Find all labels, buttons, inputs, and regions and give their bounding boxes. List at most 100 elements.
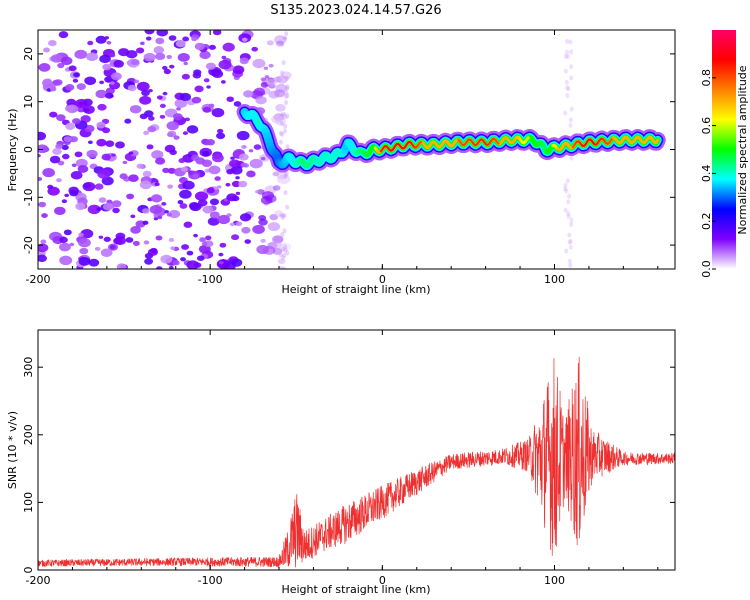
spectrogram-noise-blob [266, 78, 277, 87]
spectrogram-y-ticks: -20 -10 0 10 20 [22, 47, 675, 254]
spectrogram-noise-blob [282, 228, 287, 234]
spectrogram-noise-blob [213, 186, 219, 190]
spectrogram-noise-blob [104, 36, 110, 40]
spectrogram-y-tick-label: 0 [22, 146, 35, 153]
spectrogram-noise-blob [258, 218, 268, 226]
spectrogram-noise-blob [110, 72, 122, 81]
spectrogram-noise-blob [205, 62, 216, 70]
spectrogram-noise-blob [56, 114, 66, 122]
spectrogram-noise-blob [206, 187, 215, 194]
spectrogram-noise-blob [264, 75, 270, 79]
spectrogram-noise-blob [283, 93, 288, 99]
spectrogram-noise-blob [226, 169, 234, 175]
spectrogram-noise-blob [109, 52, 116, 58]
spectrogram-noise-blob [567, 258, 572, 264]
spectrogram-noise-blob [278, 252, 283, 258]
spectrogram-noise-blob [239, 57, 249, 65]
spectrogram-noise-blob [167, 167, 176, 174]
spectrogram-noise-blob [75, 158, 88, 168]
spectrogram-noise-blob [263, 66, 269, 70]
spectrogram-noise-blob [63, 136, 72, 143]
spectrogram-noise-blob [217, 214, 231, 225]
spectrogram-noise-blob [233, 101, 242, 107]
spectrogram-noise-blob [52, 147, 62, 155]
spectrogram-noise-blob [61, 199, 68, 204]
spectrogram-noise-blob [279, 242, 292, 252]
spectrogram-ridge-segment [525, 136, 530, 142]
spectrogram-noise-blob [56, 178, 62, 183]
spectrogram-noise-blob [162, 91, 168, 96]
spectrogram-noise-blob [177, 52, 190, 62]
spectrogram-noise-blob [283, 128, 288, 134]
spectrogram-noise-blob [141, 165, 146, 169]
spectrogram-noise-blob [153, 46, 165, 54]
spectrogram-noise-blob [78, 232, 84, 237]
spectrogram-noise-blob [260, 77, 267, 82]
spectrogram-noise-blob [230, 166, 243, 175]
spectrogram-noise-blob [274, 35, 287, 45]
spectrogram-noise-blob [566, 199, 571, 205]
spectrogram-noise-blob [260, 81, 269, 88]
spectrogram-noise-blob [65, 84, 75, 91]
spectrogram-noise-blob [563, 182, 568, 188]
spectrogram-noise-blob [280, 41, 285, 47]
spectrogram-noise-blob [565, 85, 570, 91]
spectrogram-noise-blob [157, 215, 163, 220]
spectrogram-noise-blob [219, 242, 227, 248]
spectrogram-noise-blob [75, 202, 86, 211]
spectrogram-noise-blob [563, 186, 568, 192]
spectrogram-noise-blob [175, 40, 186, 48]
spectrogram-noise-blob [74, 151, 83, 158]
spectrogram-noise-blob [94, 183, 104, 190]
spectrogram-noise-blob [565, 178, 570, 184]
snr-y-ticks: 0 100 200 300 [22, 357, 675, 574]
spectrogram-noise-blob [182, 36, 190, 42]
spectrogram-noise-blob [269, 214, 279, 221]
spectrogram-noise-blob [222, 42, 235, 52]
spectrogram-noise-blob [136, 81, 150, 92]
spectrogram-noise-blob [87, 40, 94, 46]
spectrogram-noise-blob [565, 49, 570, 55]
spectrogram-noise-blob [38, 254, 47, 263]
spectrogram-noise-blob [68, 186, 79, 195]
spectrogram-noise-blob [183, 61, 188, 66]
spectrogram-noise-blob [271, 235, 284, 244]
spectrogram-noise-blob [252, 58, 266, 69]
spectrogram-noise-blob [220, 80, 226, 84]
spectrogram-noise-blob [105, 140, 115, 147]
spectrogram-noise-blob [57, 62, 65, 69]
spectrogram-noise-blob [201, 241, 208, 246]
spectrogram-noise-blob [142, 220, 149, 225]
spectrogram-noise-blob [50, 54, 63, 63]
spectrogram-y-tick-label: -20 [22, 236, 35, 254]
spectrogram-noise-blob [82, 181, 96, 192]
spectrogram-noise-blob [166, 54, 172, 59]
spectrogram-noise-blob [142, 170, 152, 178]
spectrogram-noise-blob [211, 69, 224, 79]
spectrogram-noise-blob [246, 170, 256, 178]
spectrogram-noise-blob [203, 240, 214, 248]
spectrogram-noise-blob [191, 96, 202, 104]
spectrogram-noise-blob [260, 157, 266, 161]
spectrogram-noise-blob [151, 150, 164, 160]
spectrogram-noise-blob [132, 240, 140, 246]
snr-panel: -200 -100 0 100 0 100 200 300 Height of straig… [6, 329, 676, 596]
spectrogram-noise-blob [141, 89, 150, 97]
spectrogram-noise-blob [277, 174, 291, 185]
spectrogram-noise-blob [148, 89, 153, 93]
spectrogram-noise-blob [264, 194, 277, 203]
colorbar: 0.0 0.2 0.4 0.6 0.8 Normalized spectral ampl… [700, 30, 749, 278]
spectrogram-noise-blob [40, 239, 47, 244]
spectrogram-noise-blob [281, 266, 286, 269]
spectrogram-noise-blob [252, 224, 265, 235]
spectrogram-noise-blob [156, 95, 163, 100]
spectrogram-y-tick-label: -10 [22, 188, 35, 206]
spectrogram-noise-blob [569, 155, 574, 161]
spectrogram-noise-blob [186, 260, 199, 269]
spectrogram-noise-blob [155, 235, 163, 241]
spectrogram-noise-blob [73, 72, 80, 78]
spectrogram-noise-blob [149, 204, 163, 215]
colorbar-tick-label: 0.6 [700, 117, 713, 135]
spectrogram-noise-blob [569, 106, 574, 112]
snr-y-label: SNR (10 * v/v) [6, 411, 19, 489]
